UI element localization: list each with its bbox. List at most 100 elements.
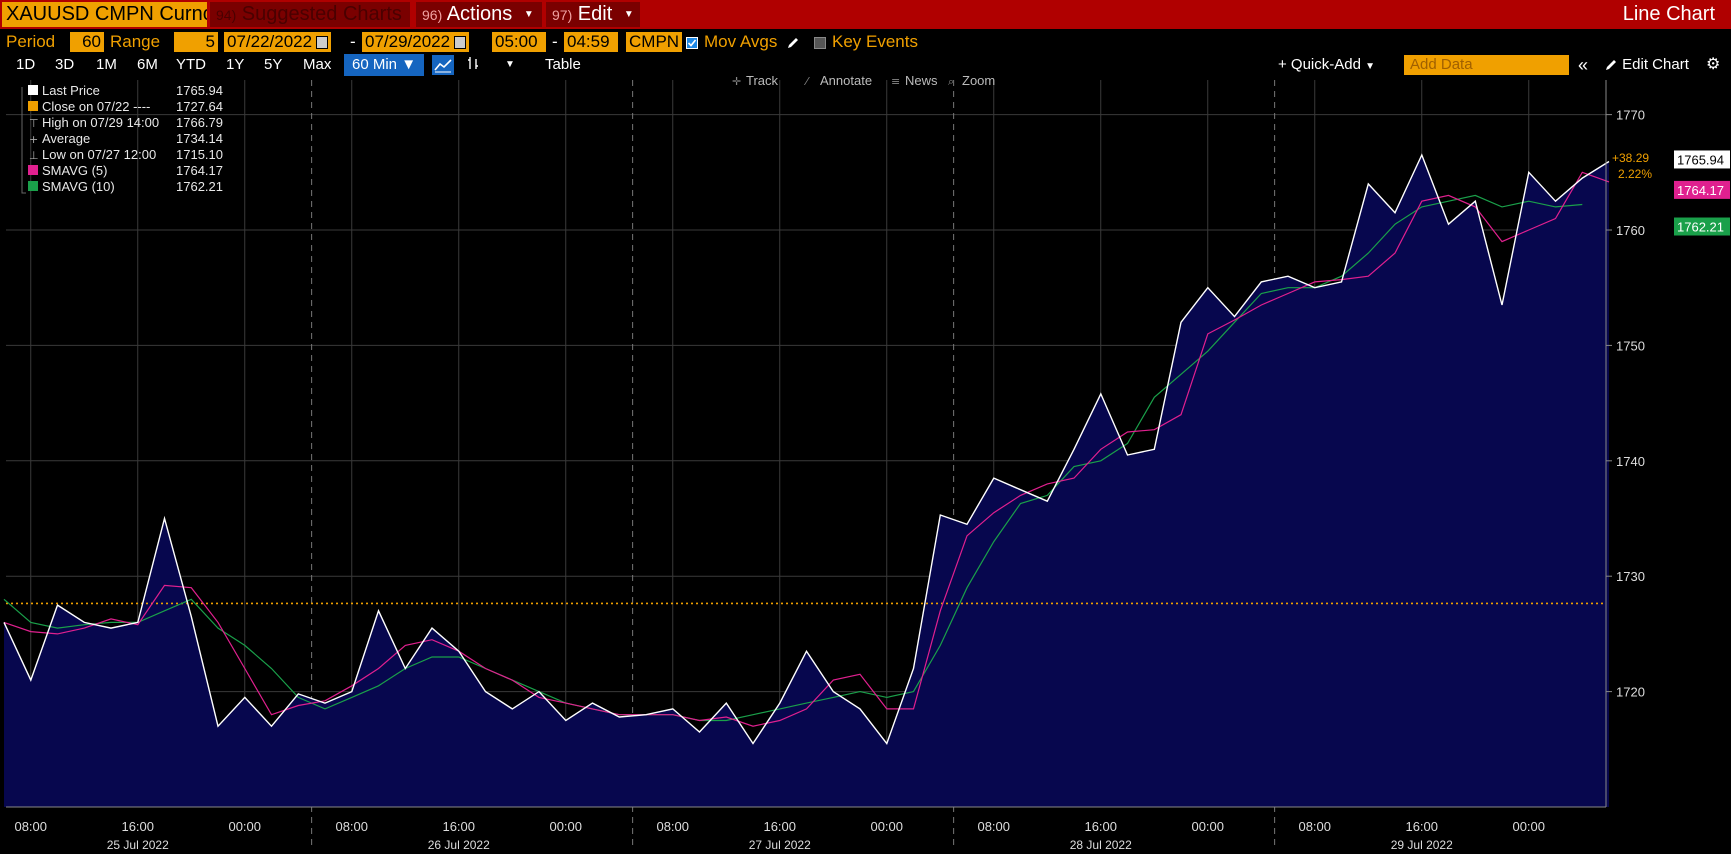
x-tick-label: 08:00	[1298, 819, 1331, 834]
caret-down-icon: ▼	[623, 9, 634, 21]
range-input[interactable]: 5	[174, 32, 218, 52]
news-tool[interactable]: ≡ News	[891, 76, 938, 88]
key-events-toggle[interactable]: Key Events	[814, 32, 918, 52]
chart-type-caret-icon[interactable]: ▼	[505, 59, 515, 70]
actions-menu-button[interactable]: 96) Actions ▼	[416, 2, 542, 27]
range-button-ytd[interactable]: YTD	[176, 56, 206, 73]
axes: 1720 1730 1740 1750 1760 1770 08:00 16:00 25 Jul…	[6, 80, 1730, 852]
collapse-icon[interactable]: «	[1578, 55, 1589, 75]
y-tick-label: 1720	[1616, 685, 1645, 700]
period-label: Period	[6, 32, 56, 51]
news-tool-label: News	[905, 76, 938, 88]
legend-label: High on 07/29 14:00	[42, 115, 159, 130]
legend-item: + Average 1734.14	[29, 131, 223, 146]
edit-menu-button[interactable]: 97) Edit ▼	[546, 2, 640, 27]
edit-number: 97)	[552, 7, 573, 23]
end-date-input[interactable]: 07/29/2022	[362, 32, 470, 52]
quick-add-button[interactable]: + Quick-Add ▼	[1278, 54, 1375, 76]
track-tool[interactable]: ✛ Track	[732, 76, 779, 88]
legend-item: Last Price 1765.94	[28, 83, 223, 98]
x-date-label: 29 Jul 2022	[1391, 838, 1453, 852]
actions-number: 96)	[422, 7, 443, 23]
high-icon: ⊤	[29, 117, 39, 130]
change-abs-label: +38.29	[1612, 151, 1649, 165]
range-button-1d[interactable]: 1D	[16, 56, 36, 73]
mov-avgs-label: Mov Avgs	[704, 32, 778, 51]
start-time-input[interactable]: 05:00	[492, 32, 546, 52]
magenta-square-icon	[28, 165, 38, 175]
title-bar: XAUUSD CMPN Curnc 94) Suggested Charts 9…	[0, 0, 1731, 29]
y-tick-label: 1750	[1616, 338, 1645, 353]
orange-square-icon	[28, 101, 38, 111]
x-tick-label: 08:00	[14, 819, 47, 834]
y-tick-label: 1740	[1616, 454, 1645, 469]
legend-label: Last Price	[42, 83, 100, 98]
calendar-icon[interactable]	[316, 36, 329, 50]
checkbox-checked-icon[interactable]	[686, 36, 698, 49]
x-tick-label: 16:00	[1405, 819, 1438, 834]
period-input[interactable]: 60	[70, 32, 104, 52]
range-label: Range	[110, 32, 161, 51]
x-tick-label: 08:00	[335, 819, 368, 834]
legend-label: SMAVG (5)	[42, 163, 108, 178]
end-date-value: 07/29/2022	[365, 32, 451, 51]
y-tick-label: 1760	[1616, 223, 1645, 238]
edit-chart-button[interactable]: Edit Chart	[1604, 54, 1689, 76]
x-date-label: 25 Jul 2022	[107, 838, 169, 852]
ticker-field[interactable]: XAUUSD CMPN Curnc	[2, 2, 207, 27]
zoom-tool-label: Zoom	[962, 76, 995, 88]
bar-type-icon[interactable]	[466, 54, 480, 76]
smavg10-tag-box	[1674, 217, 1730, 236]
x-tick-label: 16:00	[763, 819, 796, 834]
last-price-tag: 1765.94	[1677, 152, 1724, 167]
date-separator: -	[350, 32, 356, 51]
start-date-value: 07/22/2022	[227, 32, 313, 51]
toolbar-row: 1D 3D 1M 6M YTD 1Y 5Y Max 60 Min ▼ ▼ Tab…	[0, 54, 1731, 76]
suggested-charts-label: Suggested Charts	[241, 3, 402, 25]
key-events-label: Key Events	[832, 32, 918, 51]
table-button[interactable]: Table	[545, 56, 581, 73]
range-button-max[interactable]: Max	[303, 56, 332, 73]
x-tick-label: 00:00	[1512, 819, 1545, 834]
add-data-input[interactable]: Add Data	[1404, 55, 1569, 75]
line-chart-icon[interactable]	[432, 55, 454, 75]
x-tick-label: 00:00	[870, 819, 903, 834]
pencil-icon	[1606, 60, 1616, 71]
smavg5-tag: 1764.17	[1677, 183, 1724, 198]
price-area-fill	[4, 155, 1609, 807]
source-input[interactable]: CMPN	[626, 32, 683, 52]
end-time-input[interactable]: 04:59	[564, 32, 618, 52]
legend-label: Close on 07/22 ----	[42, 99, 150, 114]
chart-tools[interactable]: ✛ Track ⁄ Annotate ≡ News ⌕ Zoom	[732, 76, 995, 88]
news-tool-icon: ≡	[891, 76, 900, 88]
actions-label: Actions	[446, 3, 513, 25]
legend-value: 1765.94	[176, 83, 223, 98]
calendar-icon[interactable]	[454, 36, 467, 50]
zoom-tool[interactable]: ⌕ Zoom	[948, 76, 995, 88]
pencil-icon[interactable]	[786, 36, 800, 50]
x-tick-label: 00:00	[549, 819, 582, 834]
edit-label: Edit	[577, 3, 613, 25]
price-chart[interactable]: 1720 1730 1740 1750 1760 1770 08:00 16:00 25 Jul…	[0, 76, 1731, 854]
start-date-input[interactable]: 07/22/2022	[224, 32, 332, 52]
x-date-label: 27 Jul 2022	[749, 838, 811, 852]
range-button-5y[interactable]: 5Y	[264, 56, 283, 73]
range-button-1y[interactable]: 1Y	[226, 56, 245, 73]
legend-item: Close on 07/22 ---- 1727.64	[28, 99, 223, 114]
legend-item: SMAVG (10) 1762.21	[28, 179, 223, 194]
smavg10-line	[3, 194, 1583, 722]
low-icon: ⊥	[29, 149, 39, 162]
mov-avgs-toggle[interactable]: Mov Avgs	[686, 32, 800, 52]
x-tick-label: 16:00	[442, 819, 475, 834]
interval-select[interactable]: 60 Min ▼	[344, 54, 425, 76]
annotate-tool[interactable]: ⁄ Annotate	[803, 76, 872, 88]
white-square-icon	[28, 85, 38, 95]
checkbox-unchecked-icon[interactable]	[814, 36, 826, 49]
legend: Last Price 1765.94 Close on 07/22 ---- 1727…	[21, 83, 223, 194]
range-button-1m[interactable]: 1M	[96, 56, 117, 73]
range-button-6m[interactable]: 6M	[137, 56, 158, 73]
gear-icon[interactable]: ⚙	[1706, 56, 1721, 73]
x-tick-label: 16:00	[1084, 819, 1117, 834]
range-button-3d[interactable]: 3D	[55, 56, 75, 73]
suggested-charts-button[interactable]: 94) Suggested Charts	[210, 2, 410, 27]
